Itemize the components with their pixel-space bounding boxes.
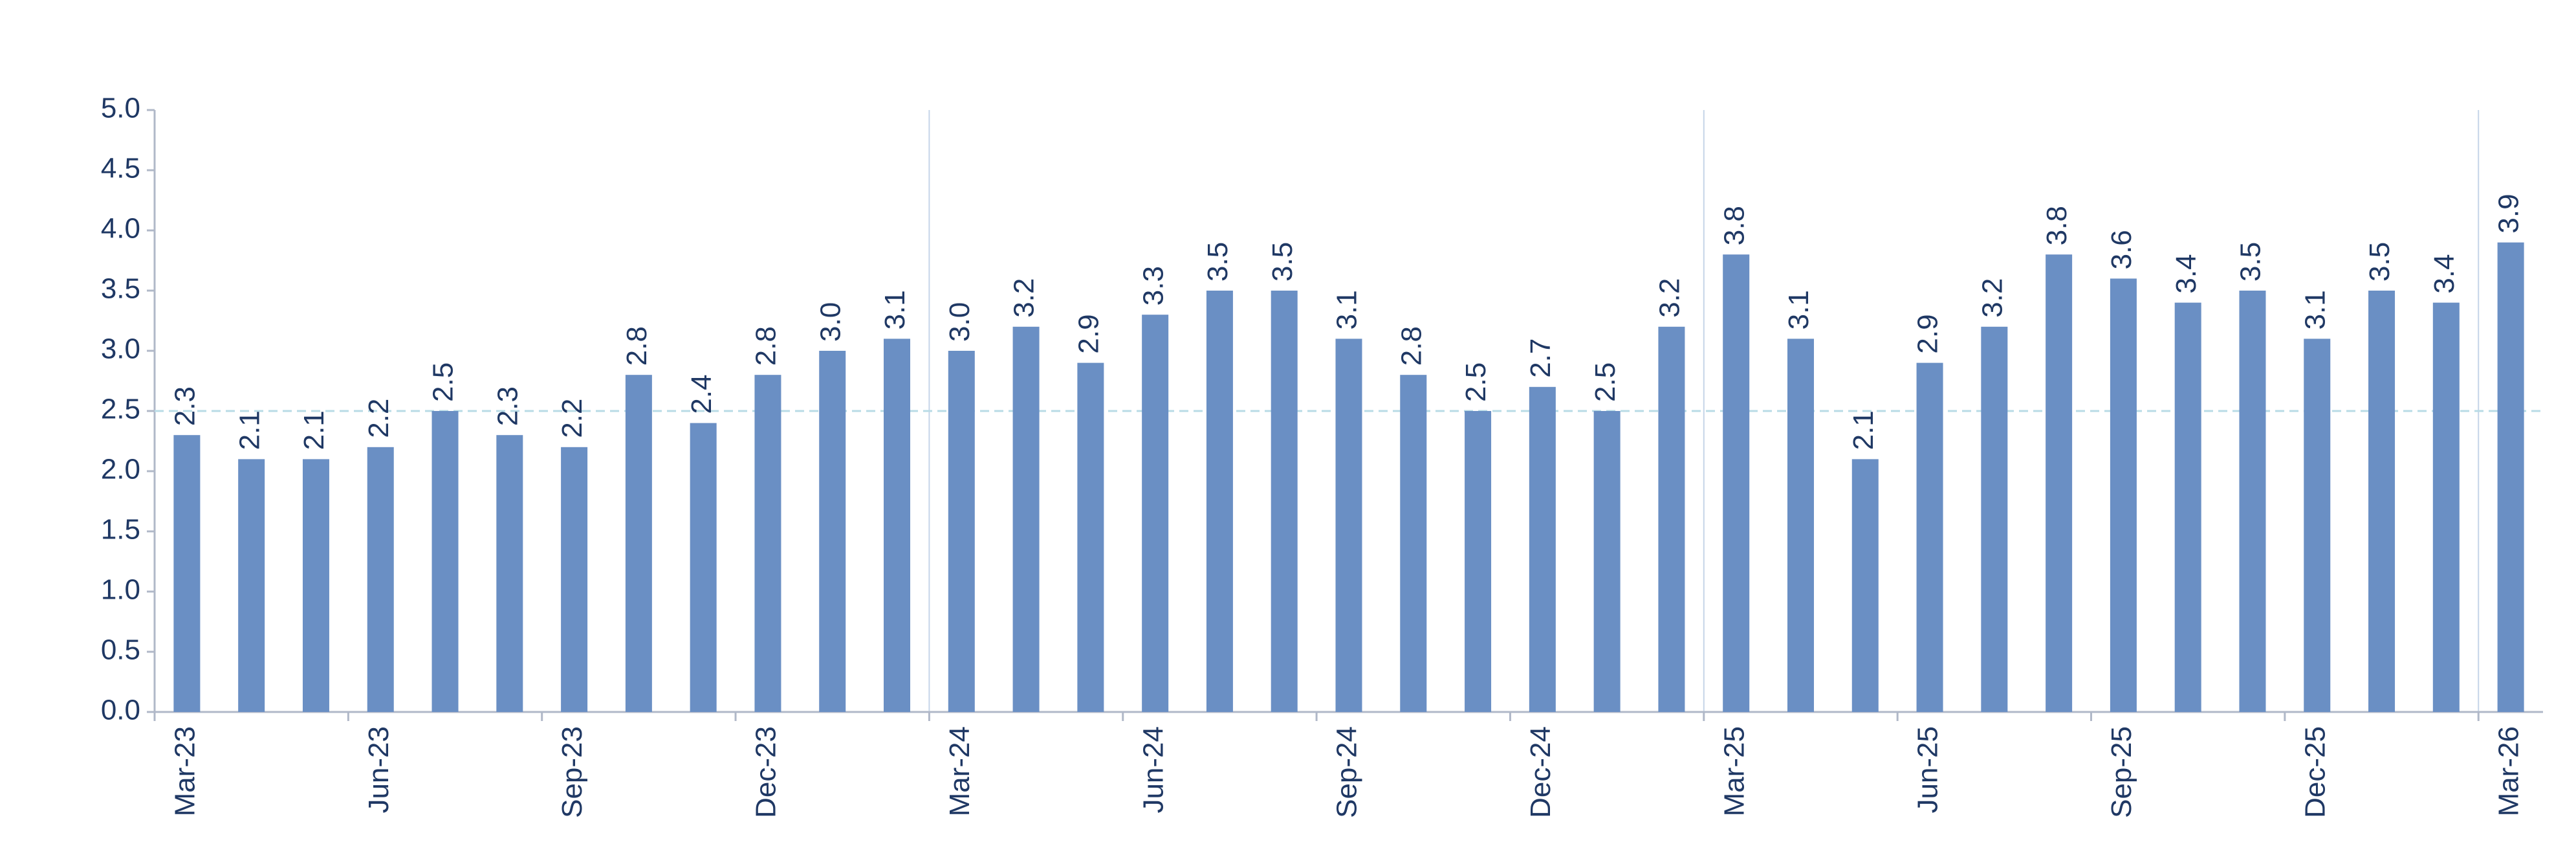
bar — [2497, 242, 2524, 713]
data-label: 2.8 — [1395, 326, 1427, 366]
bar — [1851, 459, 1879, 712]
bar — [1206, 291, 1233, 712]
y-tick-label: 4.0 — [101, 213, 140, 245]
y-tick-label: 3.0 — [101, 333, 140, 365]
x-tick-label: Sep-23 — [556, 726, 588, 818]
bar — [1723, 254, 1750, 712]
data-label: 3.2 — [1009, 278, 1040, 318]
bar — [1012, 326, 1040, 712]
bar — [561, 447, 588, 712]
y-tick-label: 4.5 — [101, 153, 140, 184]
bar — [1271, 291, 1298, 712]
bar — [431, 411, 459, 712]
bar — [1787, 339, 1814, 712]
data-label: 2.5 — [1589, 362, 1621, 402]
bar — [1142, 315, 1169, 712]
bar — [2046, 254, 2073, 712]
y-tick-label: 2.0 — [101, 454, 140, 485]
bar — [625, 375, 652, 712]
bar — [1335, 339, 1362, 712]
bar — [302, 459, 329, 712]
x-tick-label: Dec-25 — [2299, 726, 2331, 818]
bar — [1465, 411, 1492, 712]
y-tick-label: 5.0 — [101, 93, 140, 124]
data-label: 3.9 — [2493, 194, 2525, 233]
data-label: 2.1 — [234, 410, 265, 450]
data-label: 3.4 — [2170, 254, 2202, 293]
bar — [2304, 339, 2331, 712]
y-tick-label: 0.5 — [101, 634, 140, 666]
bar — [884, 339, 911, 712]
data-label: 3.1 — [879, 290, 911, 329]
data-label: 3.6 — [2106, 230, 2137, 269]
data-label: 3.5 — [2364, 242, 2396, 282]
data-label: 2.7 — [1525, 339, 1556, 378]
data-label: 2.3 — [169, 386, 201, 426]
x-tick-label: Sep-24 — [1331, 726, 1363, 818]
data-label: 2.1 — [298, 410, 330, 450]
bar — [496, 435, 523, 712]
data-label: 3.2 — [1654, 278, 1686, 318]
data-label: 3.5 — [1202, 242, 1234, 282]
y-tick-label: 1.5 — [101, 514, 140, 546]
data-label: 3.1 — [2299, 290, 2331, 329]
data-label: 2.5 — [428, 362, 459, 402]
y-tick-label: 2.5 — [101, 394, 140, 425]
bar — [1916, 362, 1943, 712]
data-label: 2.9 — [1912, 314, 1944, 353]
x-tick-label: Sep-25 — [2106, 726, 2137, 818]
bar — [690, 423, 717, 712]
bar — [2432, 302, 2460, 713]
x-tick-label: Mar-25 — [1718, 726, 1750, 816]
bar — [1593, 411, 1621, 712]
data-label: 2.1 — [1848, 410, 1879, 450]
bar — [1077, 362, 1104, 712]
y-tick-label: 0.0 — [101, 694, 140, 726]
data-label: 2.9 — [1073, 314, 1104, 353]
bar — [1400, 375, 1427, 712]
bar — [2368, 291, 2396, 712]
bar — [948, 351, 975, 712]
data-label: 3.0 — [814, 302, 846, 342]
y-tick-label: 1.0 — [101, 574, 140, 606]
bar — [1981, 326, 2008, 712]
data-label: 2.3 — [492, 386, 523, 426]
x-tick-label: Jun-24 — [1137, 726, 1169, 814]
data-label: 3.1 — [1331, 290, 1363, 329]
x-tick-label: Mar-23 — [169, 726, 201, 816]
data-label: 3.0 — [944, 302, 976, 342]
bar — [2239, 291, 2266, 712]
bar — [819, 351, 846, 712]
x-tick-label: Jun-23 — [363, 726, 395, 814]
data-label: 3.2 — [1976, 278, 2008, 318]
x-tick-label: Jun-25 — [1912, 726, 1944, 814]
data-label: 2.2 — [363, 399, 395, 438]
data-label: 3.8 — [1718, 206, 1750, 245]
data-label: 3.4 — [2429, 254, 2460, 293]
bar — [238, 459, 265, 712]
data-label: 3.5 — [1267, 242, 1298, 282]
x-tick-label: Dec-24 — [1525, 726, 1556, 818]
bar — [2174, 302, 2201, 713]
bar — [2110, 278, 2137, 712]
data-label: 3.8 — [2041, 206, 2073, 245]
data-label: 3.3 — [1137, 266, 1169, 305]
bar — [754, 375, 781, 712]
bar — [1529, 386, 1556, 712]
data-label: 2.8 — [621, 326, 653, 366]
x-tick-label: Mar-24 — [944, 726, 976, 816]
x-tick-label: Dec-23 — [750, 726, 782, 818]
data-label: 3.5 — [2235, 242, 2267, 282]
x-tick-label: Mar-26 — [2493, 726, 2525, 816]
bar — [367, 447, 394, 712]
bar — [173, 435, 201, 712]
bar — [1658, 326, 1685, 712]
y-tick-label: 3.5 — [101, 273, 140, 305]
data-label: 3.1 — [1783, 290, 1815, 329]
data-label: 2.4 — [686, 374, 717, 414]
data-label: 2.5 — [1460, 362, 1492, 402]
data-label: 2.8 — [750, 326, 782, 366]
data-label: 2.2 — [556, 399, 588, 438]
